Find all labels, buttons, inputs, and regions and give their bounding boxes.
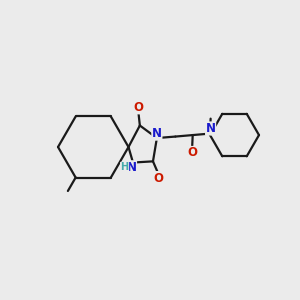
Text: O: O (187, 146, 197, 160)
Text: N: N (152, 127, 162, 140)
Text: N: N (206, 122, 216, 135)
Text: O: O (153, 172, 164, 184)
Text: N: N (127, 161, 136, 174)
Text: O: O (134, 101, 143, 114)
Text: H: H (121, 162, 129, 172)
